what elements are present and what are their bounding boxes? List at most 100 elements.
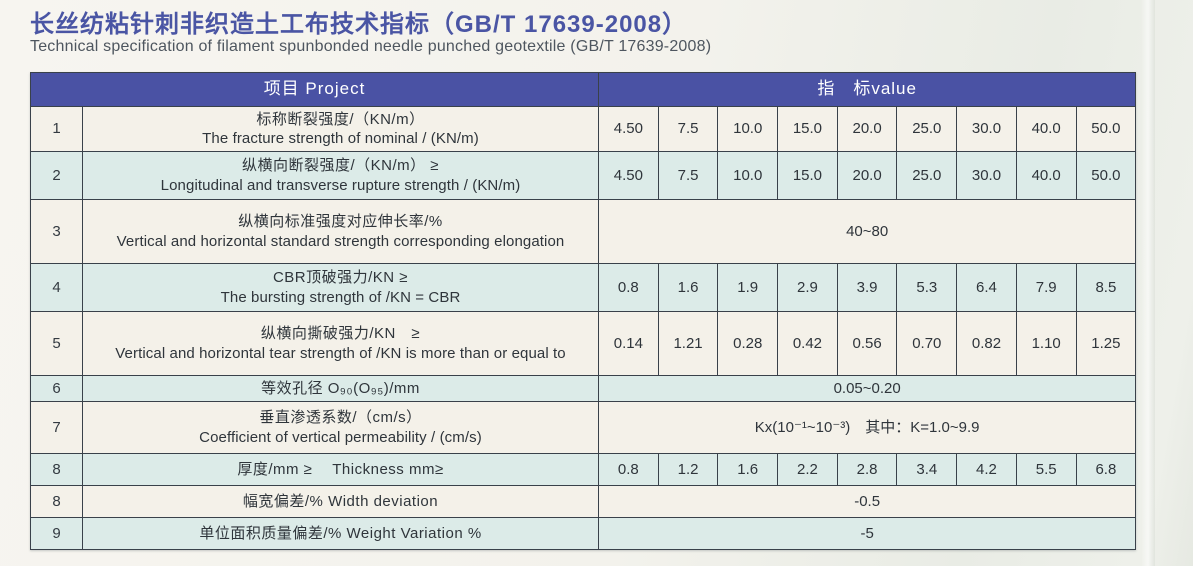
- row-number: 7: [30, 401, 83, 454]
- value-cell: 6.4: [956, 263, 1017, 312]
- value-cell: 15.0: [777, 106, 838, 152]
- row-label-en: Vertical and horizontal tear strength of…: [115, 344, 566, 362]
- table-row: 9 单位面积质量偏差/% Weight Variation % -5: [30, 517, 1137, 550]
- row-label-zh: 幅宽偏差/% Width deviation: [242, 492, 439, 510]
- value-cell: 2.2: [777, 453, 838, 486]
- table-row: 8 厚度/mm ≥ Thickness mm≥ 0.8 1.2 1.6 2.2 2.8 3.4…: [30, 453, 1137, 486]
- row-number: 8: [30, 485, 83, 518]
- value-cell: 5.3: [896, 263, 958, 312]
- value-cell: 0.70: [896, 311, 958, 376]
- row-label-zh: 标称断裂强度/（KN/m）: [256, 110, 425, 128]
- value-cell: 20.0: [836, 106, 898, 152]
- value-cell: 0.82: [956, 311, 1017, 376]
- row-number: 4: [30, 263, 83, 312]
- paper-fold-highlight: [1141, 0, 1155, 566]
- table-row: 2 纵横向断裂强度/（KN/m） ≥ Longitudinal and transv…: [30, 151, 1137, 200]
- value-cell-span: 0.05~0.20: [598, 375, 1137, 402]
- value-cell: 25.0: [896, 151, 958, 200]
- table-header-row: 项目 Project 指 标value: [29, 72, 1137, 107]
- value-cell: 4.2: [956, 453, 1017, 486]
- value-cell: 0.8: [598, 453, 659, 486]
- value-cell: 1.21: [657, 311, 719, 376]
- row-label-zh: 纵横向断裂强度/（KN/m） ≥: [241, 157, 440, 174]
- value-cell: 20.0: [836, 151, 898, 200]
- row-label-zh: 等效孔径 O₉₀(O₉₅)/mm: [261, 379, 420, 397]
- value-cell: 50.0: [1075, 151, 1137, 200]
- table-row: 1 标称断裂强度/（KN/m） The fracture strength of n…: [30, 106, 1137, 152]
- row-label: 标称断裂强度/（KN/m） The fracture strength of no…: [81, 106, 600, 152]
- table-row: 7 垂直渗透系数/（cm/s） Coefficient of vertical pe…: [30, 401, 1137, 454]
- row-label: 垂直渗透系数/（cm/s） Coefficient of vertical per…: [81, 401, 600, 454]
- value-cell: 1.9: [717, 263, 779, 312]
- row-number: 1: [30, 106, 83, 152]
- value-cell: 1.6: [657, 263, 719, 312]
- value-cell: 4.50: [598, 151, 659, 200]
- value-cell: 25.0: [896, 106, 958, 152]
- value-cell: 0.42: [777, 311, 838, 376]
- value-cell: 50.0: [1075, 106, 1137, 152]
- value-cell: 40.0: [1015, 151, 1077, 200]
- table-row: 4 CBR顶破强力/KN ≥ The bursting strength of /K…: [30, 263, 1137, 312]
- value-cell: 7.5: [657, 151, 719, 200]
- value-cell: 6.8: [1075, 453, 1137, 486]
- value-cell-span: 40~80: [598, 199, 1137, 264]
- value-cell: 7.9: [1015, 263, 1077, 312]
- row-number: 3: [30, 199, 83, 264]
- value-cell: 10.0: [717, 151, 779, 200]
- value-cell-span: Kx(10⁻¹~10⁻³) 其中：K=1.0~9.9: [598, 401, 1137, 454]
- table-row: 3 纵横向标准强度对应伸长率/% Vertical and horizontal s…: [30, 199, 1137, 264]
- row-number: 2: [30, 151, 83, 200]
- row-label-zh: 垂直渗透系数/（cm/s）: [259, 409, 422, 426]
- row-label-zh: 单位面积质量偏差/% Weight Variation %: [199, 524, 482, 542]
- value-cell: 3.4: [896, 453, 958, 486]
- value-cell: 15.0: [777, 151, 838, 200]
- page-title: 长丝纺粘针刺非织造土工布技术指标（GB/T 17639-2008）: [30, 11, 688, 38]
- value-cell-span: -0.5: [598, 485, 1137, 518]
- table-row: 8 幅宽偏差/% Width deviation -0.5: [30, 485, 1137, 518]
- row-label-en: Vertical and horizontal standard strengt…: [116, 232, 565, 250]
- row-label: 单位面积质量偏差/% Weight Variation %: [81, 517, 600, 550]
- value-cell: 10.0: [717, 106, 779, 152]
- row-number: 6: [30, 375, 83, 402]
- value-cell: 30.0: [956, 151, 1017, 200]
- spec-table: 项目 Project 指 标value 1 标称断裂强度/（KN/m） The fr…: [29, 72, 1137, 550]
- value-cell: 1.6: [717, 453, 779, 486]
- row-label: 纵横向撕破强力/KN ≥ Vertical and horizontal tear…: [81, 311, 600, 376]
- value-cell: 1.2: [657, 453, 719, 486]
- value-cell: 0.8: [598, 263, 659, 312]
- row-label: 幅宽偏差/% Width deviation: [81, 485, 600, 518]
- value-cell: 2.8: [836, 453, 898, 486]
- value-cell: 1.10: [1015, 311, 1077, 376]
- row-label-zh: CBR顶破强力/KN ≥: [272, 269, 409, 286]
- header-project: 项目 Project: [29, 72, 600, 107]
- value-cell: 7.5: [657, 106, 719, 152]
- value-cell: 0.56: [836, 311, 898, 376]
- value-cell: 3.9: [836, 263, 898, 312]
- value-cell: 0.28: [717, 311, 779, 376]
- table-row: 6 等效孔径 O₉₀(O₉₅)/mm 0.05~0.20: [30, 375, 1137, 402]
- value-cell-span: -5: [598, 517, 1137, 550]
- row-label: 纵横向标准强度对应伸长率/% Vertical and horizontal st…: [81, 199, 600, 264]
- row-number: 9: [30, 517, 83, 550]
- row-label-en: Coefficient of vertical permeability / (…: [199, 428, 482, 446]
- value-cell: 8.5: [1075, 263, 1137, 312]
- row-label: 厚度/mm ≥ Thickness mm≥: [81, 453, 600, 486]
- row-label-en: The bursting strength of /KN = CBR: [220, 288, 461, 306]
- row-label: CBR顶破强力/KN ≥ The bursting strength of /KN…: [81, 263, 600, 312]
- value-cell: 30.0: [956, 106, 1017, 152]
- row-label-zh: 厚度/mm ≥ Thickness mm≥: [237, 460, 444, 478]
- row-label: 等效孔径 O₉₀(O₉₅)/mm: [81, 375, 600, 402]
- row-label-zh: 纵横向标准强度对应伸长率/%: [238, 213, 443, 230]
- header-value: 指 标value: [598, 72, 1137, 107]
- row-label-en: The fracture strength of nominal / (KN/m…: [202, 130, 479, 147]
- table-row: 5 纵横向撕破强力/KN ≥ Vertical and horizontal tea…: [30, 311, 1137, 376]
- value-cell: 4.50: [598, 106, 659, 152]
- row-number: 8: [30, 453, 83, 486]
- value-cell: 40.0: [1015, 106, 1077, 152]
- row-label-zh: 纵横向撕破强力/KN ≥: [260, 325, 421, 342]
- row-label: 纵横向断裂强度/（KN/m） ≥ Longitudinal and transve…: [81, 151, 600, 200]
- value-cell: 2.9: [777, 263, 838, 312]
- row-label-en: Longitudinal and transverse rupture stre…: [160, 176, 521, 194]
- value-cell: 0.14: [598, 311, 659, 376]
